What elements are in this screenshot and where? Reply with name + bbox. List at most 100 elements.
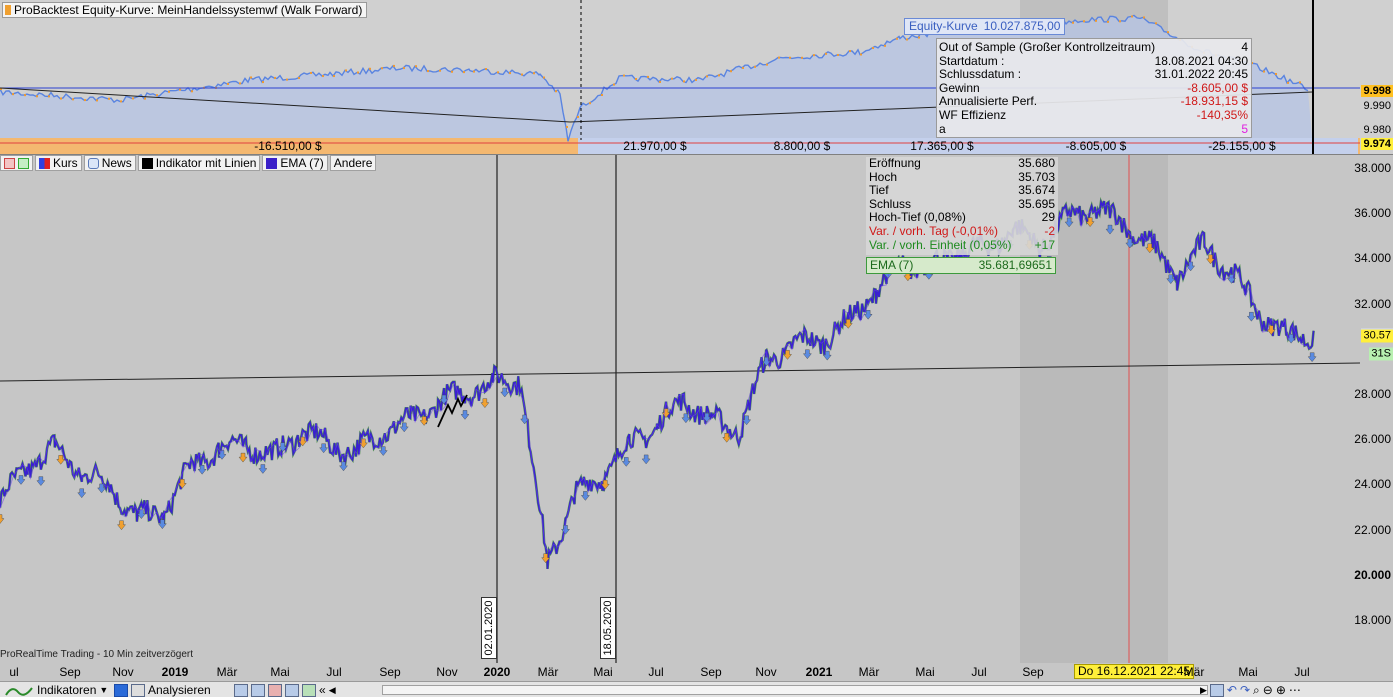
equity-trade-dot [742, 66, 744, 69]
trade-arrow-icon [1085, 217, 1095, 227]
sample-row: Out of Sample (Großer Kontrollzeitraum) 4 [939, 40, 1249, 55]
monitor-icon[interactable] [285, 683, 299, 697]
equity-trade-dot [156, 94, 158, 97]
equity-trade-dot [357, 71, 359, 74]
equity-trade-dot [286, 78, 288, 81]
time-axis-label: Mai [270, 665, 290, 679]
zoom-in-icon[interactable]: ⊕ [1275, 682, 1286, 697]
equity-price-axis[interactable]: 9.990 9.980 9.998 9.974 [1360, 0, 1393, 155]
trade-arrow-icon [681, 413, 691, 424]
equity-trade-dot [1287, 81, 1289, 84]
legend-arrows-button[interactable] [0, 155, 33, 171]
time-axis-label: Nov [112, 665, 134, 679]
trade-arrow-icon [1145, 243, 1155, 254]
trade-arrow-icon [1206, 254, 1215, 265]
price-axis[interactable]: 38.000 36.000 34.000 32.000 28.000 26.000 24.0… [1354, 155, 1393, 682]
time-axis-label: Mär [537, 665, 559, 679]
sample-row-label: a [939, 121, 946, 136]
export-icon[interactable] [302, 683, 316, 697]
trade-arrow-icon [1246, 311, 1256, 322]
time-axis-label: Jul [971, 665, 987, 679]
scroll-right-icon[interactable]: ▶ [1200, 684, 1207, 695]
equity-trade-dot [72, 98, 74, 101]
ohlc-row-value: -2 [1044, 223, 1055, 238]
horizontal-scrollbar[interactable] [382, 685, 1208, 695]
equity-trade-dot [168, 90, 170, 93]
equity-trade-dot [132, 97, 134, 100]
trade-arrow-icon [16, 475, 26, 485]
equity-trade-dot [683, 80, 685, 83]
trade-arrow-icon [843, 319, 853, 329]
equity-axis-tag: 9.974 [1361, 138, 1393, 150]
zoom-icon[interactable]: ⌕ [1253, 682, 1260, 697]
ohlc-row: Schluss 35.695 [866, 197, 1058, 212]
trade-arrow-icon [1125, 238, 1135, 249]
equity-trade-dot [754, 65, 756, 68]
time-axis-label: Mai [593, 665, 613, 679]
price-axis-tag: 30.57 [1361, 329, 1393, 343]
undo-icon[interactable]: ↶ [1226, 682, 1237, 697]
price-panel: Kurs News Indikator mit Linien EMA (7) A… [0, 155, 1393, 682]
equity-trade-dot [24, 94, 26, 97]
legend-indicator[interactable]: Indikator mit Linien [137, 155, 261, 171]
legend-other-button[interactable]: Andere [329, 155, 377, 171]
equity-trade-dot [623, 74, 625, 77]
indicator-line [0, 362, 1361, 382]
equity-trade-dot [144, 97, 146, 100]
trade-arrow-icon [117, 520, 126, 531]
equity-trade-dot [84, 99, 86, 102]
scroll-left-icon[interactable]: ◀ [328, 684, 336, 695]
sample-row: Schlussdatum : 31.01.2022 20:45 [939, 68, 1249, 82]
window-icon[interactable] [234, 683, 248, 697]
sample-row-value: 18.08.2021 04:30 [1154, 53, 1248, 68]
trade-arrow-icon [36, 476, 46, 486]
ema-value-box: EMA (7) 35.681,69651 [866, 257, 1056, 274]
indicators-button[interactable]: Indikatoren ▼ [4, 682, 108, 697]
equity-trade-dot [730, 70, 732, 73]
indicator-curve-icon [5, 686, 33, 696]
ohlc-row-value: +17 [1034, 237, 1055, 252]
trade-arrow-icon [762, 356, 771, 367]
sample-row-value: 5 [1241, 121, 1248, 136]
ohlc-row-value: 35.674 [1018, 183, 1055, 198]
legend-kurs[interactable]: Kurs [35, 155, 82, 171]
bottom-toolbar: Indikatoren ▼ Analysieren « ◀ ▶ ↶ ↷ ⌕ ⊖ … [0, 681, 1393, 697]
wf-result-value: -16.510,00 $ [254, 139, 322, 153]
equity-trade-dot [896, 37, 898, 40]
redo-icon[interactable]: ↷ [1239, 682, 1251, 697]
double-chevron-left-icon[interactable]: « [319, 682, 326, 697]
toolbar-right-icons: ▶ ↶ ↷ ⌕ ⊖ ⊕ ⋯ [1200, 682, 1301, 697]
options-icon[interactable]: ⋯ [1288, 682, 1301, 697]
time-axis-label: Mär [858, 665, 880, 679]
equity-trade-dot [566, 125, 568, 128]
equity-trade-dot [310, 71, 312, 74]
time-axis-label: Nov [755, 665, 777, 679]
equity-trade-dot [1072, 21, 1074, 24]
legend-ema[interactable]: EMA (7) [262, 155, 328, 171]
equity-trade-dot [485, 68, 487, 71]
time-axis[interactable]: Do 16.12.2021 22:45 ul Sep Nov 2019 Mär Mai Ju… [0, 663, 1393, 680]
equity-axis-tick: 9.990 [1363, 100, 1391, 112]
screenshot-icon[interactable] [251, 683, 265, 697]
time-axis-label: Mär [1183, 665, 1205, 679]
analyse-button[interactable]: Analysieren [114, 682, 211, 697]
legend-news[interactable]: News [83, 155, 136, 171]
ohlc-row: Var. / vorh. Einheit (0,05%) +17 [866, 237, 1058, 253]
equity-panel-title[interactable]: ProBacktest Equity-Kurve: MeinHandelssys… [2, 2, 368, 18]
equity-trade-dot [849, 50, 851, 53]
vertical-marker-date-1: 02.01.2020 [481, 597, 497, 659]
equity-trade-dot [60, 97, 62, 100]
equity-trade-dot [872, 47, 874, 50]
ohlc-row: Hoch 35.703 [866, 170, 1058, 185]
sample-row: Startdatum : 18.08.2021 04:30 [939, 53, 1249, 69]
time-axis-label: Sep [59, 665, 81, 679]
zoom-out-icon[interactable]: ⊖ [1262, 682, 1273, 697]
sample-row-label: Annualisierte Perf. [939, 94, 1038, 109]
trade-arrow-icon [641, 454, 651, 465]
equity-trade-dot [801, 56, 803, 59]
price-axis-tick: 34.000 [1354, 251, 1391, 266]
time-axis-label: Sep [700, 665, 722, 679]
equity-trade-dot [1131, 15, 1133, 18]
chart-type-icon[interactable] [268, 683, 282, 697]
calendar-icon[interactable] [1209, 683, 1224, 697]
